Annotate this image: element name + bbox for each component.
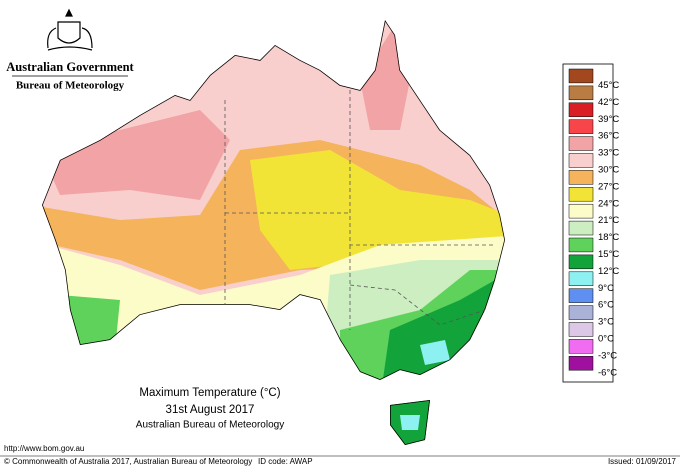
legend-label: 15°C bbox=[598, 249, 619, 260]
legend-swatch bbox=[568, 305, 594, 320]
legend-label: 42°C bbox=[598, 97, 619, 108]
legend-swatch bbox=[568, 119, 594, 134]
legend-label: 18°C bbox=[598, 232, 619, 243]
legend-swatch bbox=[568, 153, 594, 168]
crest bbox=[47, 8, 93, 51]
legend-swatch bbox=[568, 271, 594, 286]
legend-swatch bbox=[568, 68, 594, 84]
legend-swatch bbox=[568, 322, 594, 337]
legend-label: 9°C bbox=[598, 283, 614, 294]
footer-issued: Issued: 01/09/2017 bbox=[608, 457, 677, 466]
legend-swatch bbox=[568, 203, 594, 219]
legend-swatch bbox=[568, 170, 594, 185]
legend-swatch bbox=[568, 220, 594, 236]
legend-swatch bbox=[568, 102, 594, 117]
legend-label: 0°C bbox=[598, 333, 614, 344]
legend: 45°C 42°C 39°C 36°C 33°C 30°C 27°C 24°C 21°C 18°C… bbox=[562, 63, 619, 383]
legend-swatch bbox=[568, 187, 594, 202]
header-title: Australian Government bbox=[6, 60, 134, 74]
legend-label: -3°C bbox=[598, 350, 617, 361]
legend-swatch bbox=[568, 136, 594, 151]
legend-label: 12°C bbox=[598, 266, 619, 277]
footer-copyright: © Commonwealth of Australia 2017, Austra… bbox=[4, 457, 252, 466]
legend-label: 30°C bbox=[598, 164, 619, 175]
state-borders bbox=[224, 90, 495, 330]
legend-swatch bbox=[568, 254, 594, 270]
legend-label: 27°C bbox=[598, 181, 619, 192]
legend-label: -6°C bbox=[598, 367, 617, 378]
legend-label: 36°C bbox=[598, 131, 619, 142]
footer-url: http://www.bom.gov.au bbox=[4, 444, 84, 453]
map-title: Maximum Temperature (°C) bbox=[139, 387, 280, 399]
coastline bbox=[42, 20, 505, 445]
legend-swatch bbox=[568, 339, 594, 354]
map-source: Australian Bureau of Meteorology bbox=[136, 420, 284, 431]
legend-label: 6°C bbox=[598, 300, 614, 311]
legend-swatch bbox=[568, 237, 594, 253]
legend-label: 21°C bbox=[598, 215, 619, 226]
legend-swatch bbox=[568, 85, 594, 101]
legend-label: 3°C bbox=[598, 317, 614, 328]
legend-swatch bbox=[568, 288, 594, 303]
legend-label: 45°C bbox=[598, 80, 619, 91]
legend-swatch bbox=[568, 356, 594, 371]
footer-id: ID code: AWAP bbox=[258, 457, 313, 466]
legend-label: 33°C bbox=[598, 148, 619, 159]
legend-label: 24°C bbox=[598, 198, 619, 209]
map-date: 31st August 2017 bbox=[166, 404, 255, 416]
legend-label: 39°C bbox=[598, 114, 619, 125]
header-subtitle: Bureau of Meteorology bbox=[16, 80, 125, 92]
